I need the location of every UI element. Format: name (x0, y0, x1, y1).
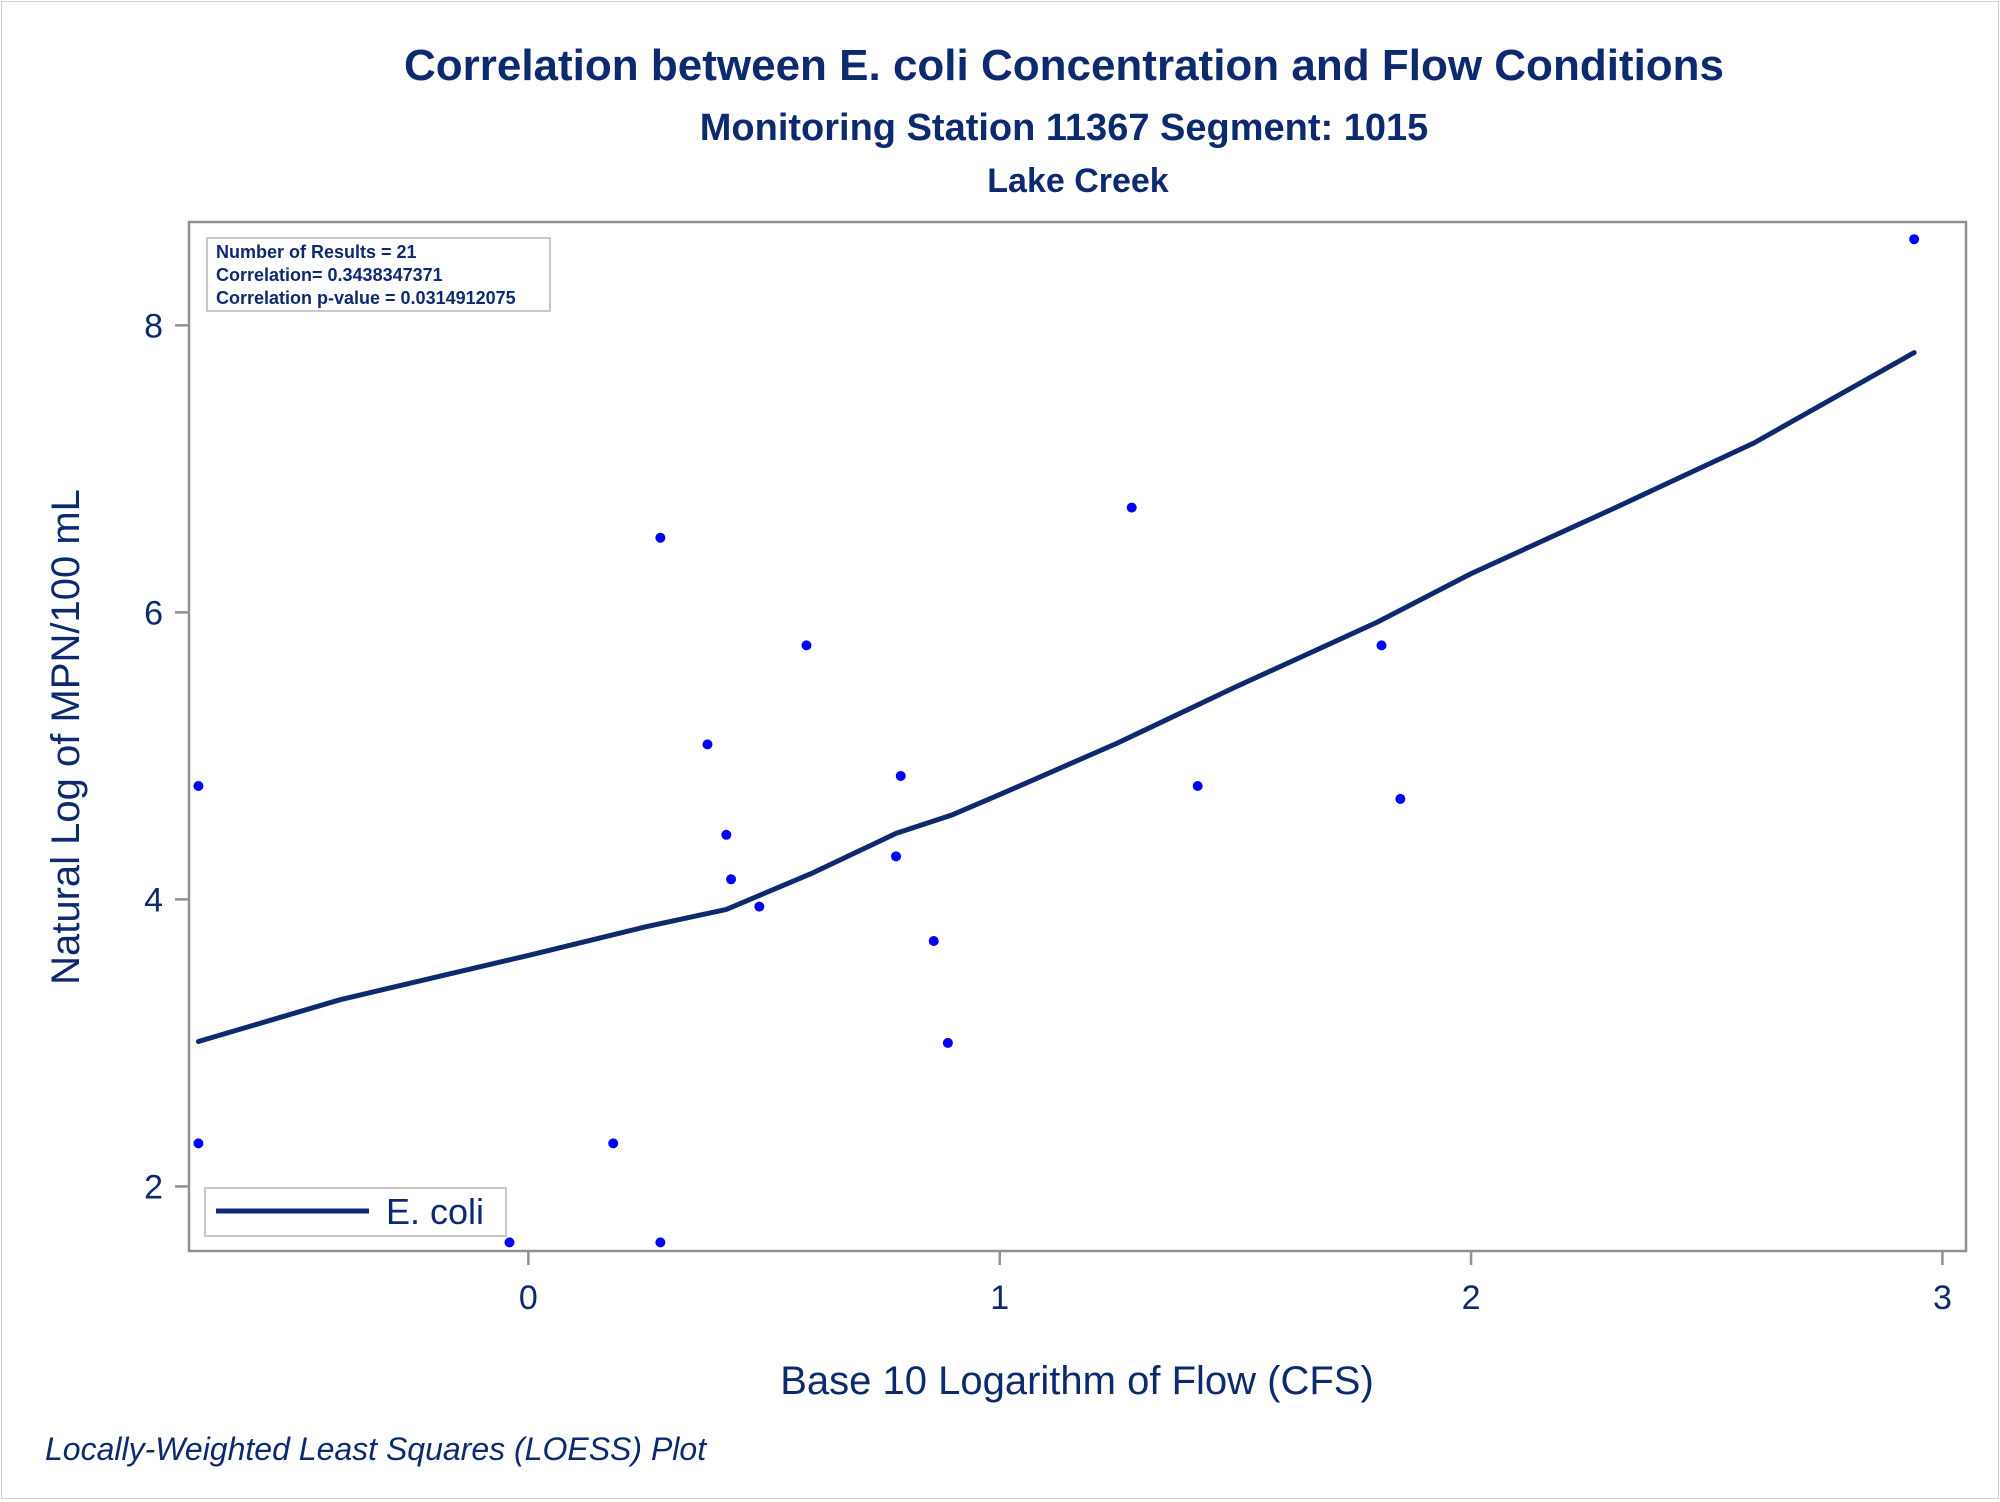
data-point (655, 1237, 666, 1248)
chart-subtitle-2: Lake Creek (987, 162, 1169, 200)
x-tick-label: 3 (1933, 1279, 1952, 1317)
data-point (754, 901, 765, 912)
stats-box-frame (206, 237, 551, 312)
legend-label: E. coli (386, 1191, 484, 1232)
data-point (801, 640, 812, 651)
y-axis-label: Natural Log of MPN/100 mL (44, 489, 88, 985)
data-point (655, 532, 666, 543)
y-tick-label: 8 (144, 307, 163, 345)
data-point (1126, 502, 1137, 513)
stats-p-value: Correlation p-value = 0.0314912075 (216, 288, 516, 308)
data-point (1192, 781, 1203, 792)
data-point (895, 770, 906, 781)
data-point (504, 1237, 515, 1248)
chart-title: Correlation between E. coli Concentratio… (404, 41, 1724, 90)
y-tick-label: 6 (144, 594, 163, 632)
data-point (193, 1138, 204, 1149)
data-point (193, 781, 204, 792)
footnote: Locally-Weighted Least Squares (LOESS) P… (45, 1431, 707, 1467)
data-points (193, 234, 1920, 1248)
stats-count: Number of Results = 21 (216, 242, 417, 262)
stats-box: Number of Results = 21 Correlation= 0.34… (206, 237, 551, 312)
legend: E. coli (204, 1187, 507, 1237)
y-tick-label: 4 (144, 881, 163, 919)
x-axis-label: Base 10 Logarithm of Flow (CFS) (780, 1359, 1374, 1403)
data-point (1909, 234, 1920, 245)
data-point (942, 1037, 953, 1048)
y-tick-label: 2 (144, 1168, 163, 1206)
data-point (702, 739, 713, 750)
data-point (721, 829, 732, 840)
plot-area (187, 220, 1968, 1253)
x-tick-label: 1 (990, 1279, 1009, 1317)
chart-subtitle: Monitoring Station 11367 Segment: 1015 (700, 107, 1429, 149)
stats-correlation: Correlation= 0.3438347371 (216, 265, 443, 285)
data-point (726, 874, 737, 885)
y-axis: 2 4 6 8 (144, 307, 189, 1206)
x-axis: 0 1 2 3 (519, 1251, 1952, 1317)
data-point (928, 936, 939, 947)
data-point (1395, 793, 1406, 804)
data-point (891, 851, 902, 862)
x-tick-label: 2 (1462, 1279, 1481, 1317)
loess-line (195, 350, 1917, 1044)
x-tick-label: 0 (519, 1279, 538, 1317)
data-point (608, 1138, 619, 1149)
data-point (1376, 640, 1387, 651)
